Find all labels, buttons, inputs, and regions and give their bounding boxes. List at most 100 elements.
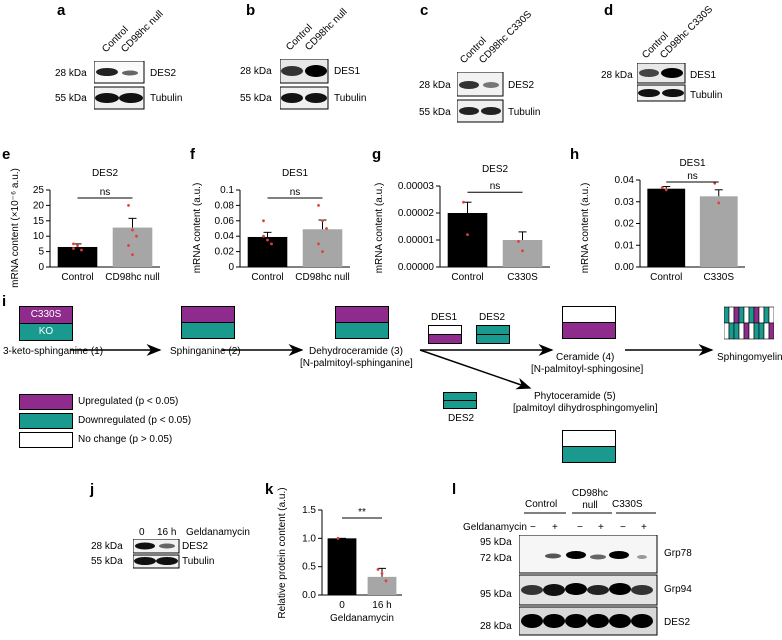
data-point	[517, 239, 520, 243]
protein-label: DES1	[690, 70, 717, 81]
x-tick-label: C330S	[703, 272, 734, 283]
y-tick-label: 0.00	[615, 262, 635, 273]
panel-label-a: a	[57, 2, 66, 19]
y-axis-label: Relative protein content (a.u.)	[277, 487, 288, 618]
metabolite-5-sub: [palmitoyl dihydrosphingomyelin]	[513, 403, 658, 414]
bar	[112, 227, 153, 267]
data-point	[325, 227, 328, 230]
bar	[327, 538, 357, 595]
data-point	[317, 242, 320, 246]
metabolite-1: 3-keto-sphinganine (1)	[3, 346, 104, 357]
sphingomyelin-cell	[743, 306, 750, 324]
box-ko: KO	[19, 323, 73, 341]
data-point	[321, 250, 324, 254]
treatment-label: Geldanamycin	[463, 522, 527, 533]
sphingomyelin-cell	[753, 322, 760, 340]
sphingomyelin-cell	[733, 306, 740, 324]
metabolite-3: Dehydroceramide (3)	[309, 346, 403, 357]
enzyme-des2: DES2	[479, 312, 506, 323]
protein-label: Tubulin	[182, 556, 215, 567]
y-tick-label: 0.02	[215, 247, 235, 258]
kda-label: 28 kDa	[91, 541, 123, 552]
sign-label: −	[620, 522, 626, 533]
data-point	[321, 219, 324, 223]
box-sphinganine-ko	[181, 322, 235, 339]
sphingomyelin-cell	[724, 306, 730, 324]
box-des2-lower-ko	[443, 400, 477, 409]
y-tick-label: 0.00003	[398, 181, 435, 192]
group-label: CD98hc null	[571, 488, 609, 511]
box-des2-ko	[476, 334, 510, 344]
data-point	[713, 181, 717, 185]
data-point	[262, 219, 265, 223]
y-tick-label: 0	[228, 262, 234, 273]
blot-c	[457, 72, 504, 123]
enzyme-des2-lower: DES2	[448, 413, 475, 424]
sphingomyelin-cell	[728, 322, 735, 340]
data-point	[266, 238, 269, 242]
data-point	[135, 234, 138, 238]
sign-label: +	[641, 522, 647, 533]
sphingomyelin-grid	[724, 306, 774, 340]
chart-title: DES2	[92, 168, 119, 179]
box-phytoceramide	[562, 430, 616, 447]
box-dehydroceramide	[335, 306, 389, 323]
chart-title: DES1	[282, 168, 309, 179]
x-axis-label: Geldanamycin	[330, 613, 394, 624]
y-tick-label: 5	[38, 247, 44, 258]
data-point	[72, 247, 75, 250]
box-ceramide	[562, 306, 616, 323]
kda-label: 55 kDa	[240, 93, 272, 104]
data-point	[131, 253, 134, 257]
data-point	[660, 186, 664, 190]
protein-label: DES2	[664, 617, 691, 628]
data-point	[462, 200, 465, 204]
x-tick-label: 0	[339, 600, 345, 611]
y-tick-label: 0.1	[220, 185, 234, 196]
bar	[699, 196, 738, 267]
panel-label-j: j	[90, 481, 95, 498]
box-des1-ko	[428, 334, 462, 344]
significance-label: ns	[290, 187, 301, 198]
box-sphinganine	[181, 306, 235, 323]
panel-label-l: l	[452, 481, 457, 498]
kda-label: 55 kDa	[55, 93, 87, 104]
data-point	[270, 242, 273, 246]
protein-label: Tubulin	[508, 107, 541, 118]
bar	[57, 246, 98, 267]
y-tick-label: 20	[33, 200, 45, 211]
x-tick-label: C330S	[507, 272, 538, 283]
data-point	[72, 242, 75, 246]
sign-label: −	[577, 522, 583, 533]
bar	[367, 576, 397, 595]
y-tick-label: 10	[33, 231, 45, 242]
box-ceramide-ko	[562, 322, 616, 339]
x-tick-label: Control	[251, 272, 283, 283]
y-tick-label: 0.04	[215, 231, 235, 242]
bar	[247, 236, 288, 267]
protein-label: DES2	[182, 541, 209, 552]
chart-title: DES1	[679, 158, 706, 169]
data-point	[380, 572, 384, 575]
sphingomyelin-cell	[758, 306, 765, 324]
blot-d	[637, 63, 686, 102]
kda-label: 95 kDa	[480, 589, 512, 600]
legend-none-swatch	[19, 432, 73, 448]
sphingomyelin-cell	[728, 306, 735, 324]
sphingomyelin-cell	[763, 322, 770, 340]
protein-label: Tubulin	[690, 90, 723, 101]
data-point	[262, 234, 265, 238]
data-point	[717, 201, 721, 205]
bar	[447, 213, 488, 267]
data-point	[521, 249, 524, 253]
chart-title: DES2	[482, 164, 509, 175]
sphingomyelin-cell	[768, 306, 774, 324]
y-axis-label: mRNA content (a.u.)	[192, 183, 203, 274]
sphingomyelin-cell	[748, 322, 755, 340]
panel-label-k: k	[265, 481, 274, 498]
panel-label-i: i	[2, 293, 7, 310]
data-point	[127, 204, 130, 207]
data-point	[384, 579, 388, 583]
blot-b	[280, 59, 329, 110]
